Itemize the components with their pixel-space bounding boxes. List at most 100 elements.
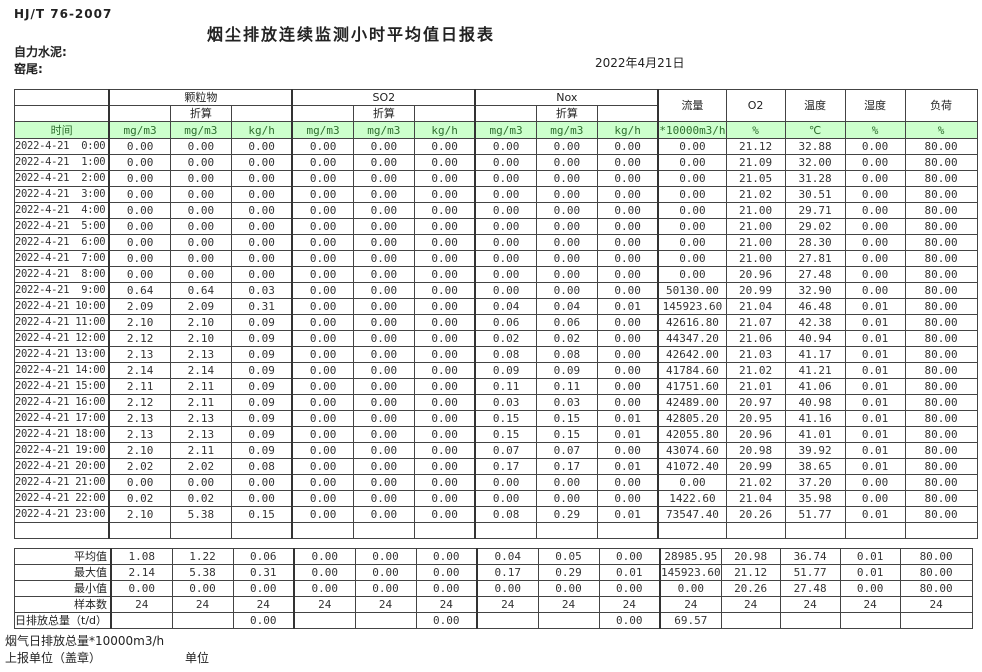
value-cell: 0.00	[413, 234, 476, 251]
value-cell: 0.00	[291, 378, 354, 395]
value-cell: 0.01	[844, 346, 906, 363]
value-cell: 0.00	[844, 266, 906, 283]
value-cell: 0.01	[844, 426, 906, 443]
summary-row: 日排放总量（t/d） 0.00 0.00 0.00 69.57	[14, 612, 973, 629]
value-cell: 0.06	[232, 548, 295, 565]
value-cell: 2.02	[108, 458, 171, 475]
table-row: 2022-4-21 4:00 0.00 0.00 0.00 0.00 0.00 0.00 0.…	[14, 202, 978, 219]
value-cell: 0.00	[596, 250, 659, 267]
value-cell: 24	[354, 596, 417, 613]
value-cell: 0.15	[474, 410, 537, 427]
value-cell: 0.09	[230, 426, 293, 443]
value-cell: 0.00	[352, 378, 415, 395]
value-cell: 0.00	[596, 314, 659, 331]
value-cell: 0.00	[415, 564, 478, 581]
value-cell: 0.00	[291, 218, 354, 235]
value-cell: 2.13	[108, 410, 171, 427]
value-cell: 0.01	[844, 298, 906, 315]
value-cell	[110, 612, 173, 629]
value-cell: 0.00	[535, 474, 598, 491]
value-cell: 29.02	[784, 218, 846, 235]
value-cell: 0.11	[474, 378, 537, 395]
value-cell: 41751.60	[657, 378, 727, 395]
group-header-so2: SO2	[291, 89, 476, 106]
value-cell: 0.09	[230, 314, 293, 331]
value-cell: 41784.60	[657, 362, 727, 379]
value-cell: 46.48	[784, 298, 846, 315]
value-cell: 1.08	[110, 548, 173, 565]
value-cell: 0.00	[474, 250, 537, 267]
value-cell: 80.00	[904, 202, 978, 219]
table-row: 2022-4-21 13:00 2.13 2.13 0.09 0.00 0.00 0.00 0…	[14, 346, 978, 363]
value-cell: 0.00	[474, 202, 537, 219]
value-cell: 20.99	[725, 282, 786, 299]
value-cell: 0.00	[291, 410, 354, 427]
time-cell: 2022-4-21 21:00	[14, 474, 110, 491]
value-cell: 0.00	[413, 186, 476, 203]
value-cell: 24	[476, 596, 539, 613]
value-cell: 0.00	[844, 250, 906, 267]
table-row: 2022-4-21 6:00 0.00 0.00 0.00 0.00 0.00 0.00 0.…	[14, 234, 978, 251]
value-cell	[535, 522, 598, 539]
value-cell: 0.00	[596, 154, 659, 171]
value-cell: 80.00	[899, 564, 973, 581]
value-cell	[413, 522, 476, 539]
value-cell: 0.00	[352, 298, 415, 315]
value-cell: 0.00	[535, 266, 598, 283]
value-cell: 0.00	[230, 250, 293, 267]
summary-label: 最大值	[14, 564, 112, 581]
value-cell: 0.00	[474, 154, 537, 171]
value-cell: 80.00	[904, 506, 978, 523]
value-cell: 2.12	[108, 330, 171, 347]
value-cell: 24	[899, 596, 973, 613]
value-cell: 0.00	[230, 474, 293, 491]
value-cell: 0.06	[535, 314, 598, 331]
time-cell: 2022-4-21 19:00	[14, 442, 110, 459]
value-cell: 0.09	[474, 362, 537, 379]
value-cell: 0.15	[230, 506, 293, 523]
footer-flow-total: 烟气日排放总量*10000m3/h	[5, 634, 165, 648]
value-cell: 0.00	[413, 490, 476, 507]
value-cell: 0.17	[535, 458, 598, 475]
value-cell: 0.00	[476, 580, 539, 597]
value-cell: 0.00	[415, 612, 478, 629]
value-cell: 0.01	[839, 548, 901, 565]
value-cell: 0.00	[535, 490, 598, 507]
value-cell	[171, 612, 234, 629]
table-row: 2022-4-21 0:00 0.00 0.00 0.00 0.00 0.00 0.00 0.…	[14, 138, 978, 155]
value-cell: 0.00	[230, 154, 293, 171]
value-cell: 0.00	[596, 346, 659, 363]
value-cell: 0.00	[596, 490, 659, 507]
value-cell: 0.01	[839, 564, 901, 581]
value-cell: 0.15	[474, 426, 537, 443]
value-cell: 0.00	[535, 202, 598, 219]
table-row: 2022-4-21 10:00 2.09 2.09 0.31 0.00 0.00 0.00 0…	[14, 298, 978, 315]
value-cell: 0.01	[596, 506, 659, 523]
table-row: 2022-4-21 3:00 0.00 0.00 0.00 0.00 0.00 0.00 0.…	[14, 186, 978, 203]
value-cell: 0.00	[535, 218, 598, 235]
value-cell: 0.01	[844, 442, 906, 459]
value-cell: 0.00	[413, 154, 476, 171]
value-cell	[657, 522, 727, 539]
value-cell: 0.00	[413, 282, 476, 299]
value-cell	[899, 612, 973, 629]
value-cell: 0.00	[596, 234, 659, 251]
value-cell: 0.02	[535, 330, 598, 347]
value-cell: 0.00	[413, 442, 476, 459]
report-date: 2022年4月21日	[595, 56, 685, 70]
value-cell: 0.00	[291, 170, 354, 187]
value-cell: 0.00	[108, 474, 171, 491]
value-cell: 0.00	[413, 426, 476, 443]
header-empty-cell	[14, 105, 110, 122]
value-cell: 0.00	[413, 362, 476, 379]
value-cell: 0.00	[291, 394, 354, 411]
value-cell: 5.38	[171, 564, 234, 581]
value-cell: 0.00	[657, 186, 727, 203]
value-cell: 0.00	[535, 186, 598, 203]
value-cell: 80.00	[904, 378, 978, 395]
unit-cell: kg/h	[596, 121, 659, 139]
value-cell: 2.11	[169, 442, 232, 459]
value-cell: 0.00	[291, 202, 354, 219]
value-cell: 0.00	[844, 170, 906, 187]
value-cell: 0.00	[413, 138, 476, 155]
